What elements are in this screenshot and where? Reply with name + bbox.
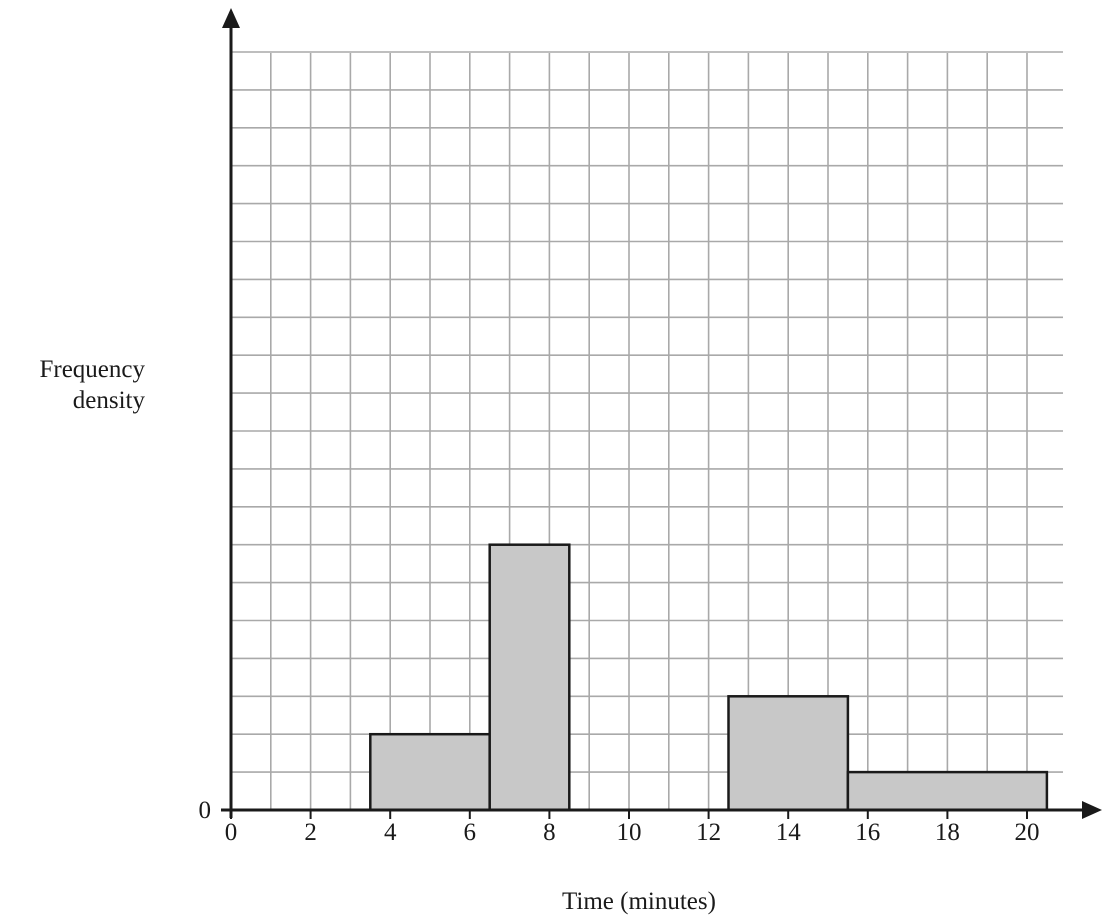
histogram-bar [488, 543, 571, 812]
y-axis-arrow [222, 8, 240, 28]
y-axis-label-line-2: density [72, 387, 145, 414]
x-axis-label: Time (minutes) [562, 888, 716, 915]
x-tick-label: 6 [464, 819, 477, 846]
x-tick-label: 20 [1015, 819, 1040, 846]
y-tick-labels: 0 [199, 797, 212, 824]
histogram-bar [727, 695, 850, 812]
x-tick-label: 10 [617, 819, 642, 846]
histogram-bar [846, 770, 1049, 812]
y-axis-label: Frequency density [0, 354, 145, 416]
axes [221, 8, 1102, 819]
x-axis-arrow [1082, 801, 1102, 819]
histogram-bar [369, 732, 491, 812]
x-tick-label: 0 [225, 819, 238, 846]
x-tick-label: 2 [304, 819, 317, 846]
x-tick-labels: 0 2 4 6 8 10 12 14 16 18 20 [225, 810, 1040, 846]
y-tick-label: 0 [199, 797, 212, 824]
x-tick-label: 16 [855, 819, 880, 846]
grid [231, 51, 1063, 810]
x-tick-label: 12 [696, 819, 721, 846]
y-axis-label-line-1: Frequency [39, 356, 145, 383]
bars [369, 543, 1049, 812]
x-tick-label: 4 [384, 819, 397, 846]
x-tick-label: 14 [776, 819, 802, 846]
x-tick-label: 18 [935, 819, 960, 846]
x-tick-label: 8 [543, 819, 556, 846]
